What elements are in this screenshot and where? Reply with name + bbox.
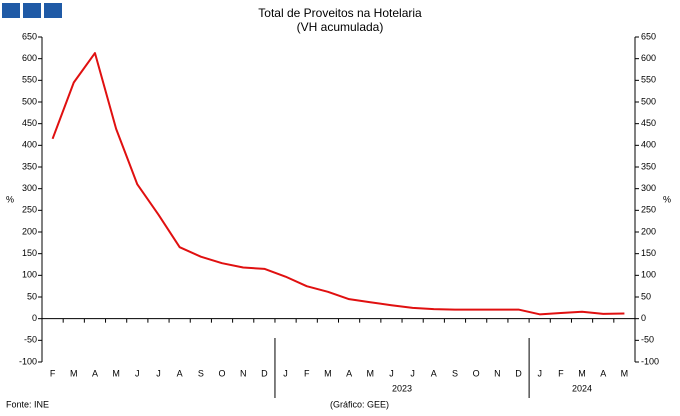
y2-tick-label: 650 xyxy=(641,31,656,41)
series-line xyxy=(51,52,625,316)
x-tick-label: M xyxy=(578,368,586,378)
y-tick-label: 100 xyxy=(22,270,37,280)
logo-block xyxy=(23,3,41,18)
y-tick-label: -50 xyxy=(24,335,37,345)
y-axis-label: % xyxy=(6,194,14,204)
x-tick-label: N xyxy=(494,368,501,378)
x-tick-label: A xyxy=(177,368,183,378)
y-tick-label: 150 xyxy=(22,248,37,258)
y2-tick-label: -50 xyxy=(641,335,654,345)
x-tick-label: A xyxy=(431,368,437,378)
x-tick-label: J xyxy=(283,368,288,378)
y2-tick-label: -100 xyxy=(641,356,659,366)
y-tick-label: 200 xyxy=(22,226,37,236)
y2-axis-label: % xyxy=(663,194,671,204)
y-tick-label: 600 xyxy=(22,53,37,63)
y-tick-label: 50 xyxy=(27,291,37,301)
x-tick-label: O xyxy=(473,368,480,378)
y-tick-label: 0 xyxy=(32,313,37,323)
y-tick-label: 550 xyxy=(22,75,37,85)
y-tick-label: -100 xyxy=(19,356,37,366)
x-tick-label: J xyxy=(156,368,161,378)
x-tick-label: A xyxy=(346,368,352,378)
x-tick-label: F xyxy=(50,368,56,378)
y-tick-label: 650 xyxy=(22,31,37,41)
group-label: 2023 xyxy=(392,383,412,393)
y-tick-label: 450 xyxy=(22,118,37,128)
y2-tick-label: 200 xyxy=(641,226,656,236)
chart-title: Total de Proveitos na Hotelaria xyxy=(258,6,422,20)
x-tick-label: O xyxy=(219,368,226,378)
x-tick-label: N xyxy=(240,368,247,378)
y-tick-label: 500 xyxy=(22,96,37,106)
y-tick-label: 300 xyxy=(22,183,37,193)
y2-tick-label: 150 xyxy=(641,248,656,258)
x-tick-label: J xyxy=(389,368,394,378)
y-tick-label: 400 xyxy=(22,140,37,150)
x-tick-label: M xyxy=(367,368,375,378)
y2-tick-label: 50 xyxy=(641,291,651,301)
logo-block xyxy=(44,3,62,18)
x-tick-label: F xyxy=(304,368,310,378)
y-tick-label: 350 xyxy=(22,161,37,171)
source: Fonte: INE xyxy=(6,399,49,409)
y2-tick-label: 400 xyxy=(641,140,656,150)
x-tick-label: D xyxy=(261,368,268,378)
x-tick-label: M xyxy=(621,368,629,378)
x-tick-label: M xyxy=(70,368,78,378)
group-label: 2024 xyxy=(572,383,592,393)
y2-tick-label: 500 xyxy=(641,96,656,106)
chart-subtitle: (VH acumulada) xyxy=(297,20,384,34)
x-tick-label: J xyxy=(537,368,542,378)
x-tick-label: J xyxy=(410,368,415,378)
y2-tick-label: 250 xyxy=(641,205,656,215)
x-tick-label: M xyxy=(324,368,332,378)
x-tick-label: J xyxy=(135,368,140,378)
logo-block xyxy=(2,3,20,18)
x-tick-label: S xyxy=(452,368,458,378)
x-tick-label: S xyxy=(198,368,204,378)
y-tick-label: 250 xyxy=(22,205,37,215)
y2-tick-label: 350 xyxy=(641,161,656,171)
x-tick-label: A xyxy=(92,368,98,378)
x-tick-label: D xyxy=(515,368,522,378)
y2-tick-label: 100 xyxy=(641,270,656,280)
x-tick-label: A xyxy=(600,368,606,378)
y2-tick-label: 300 xyxy=(641,183,656,193)
credit: (Gráfico: GEE) xyxy=(330,399,389,409)
x-tick-label: M xyxy=(112,368,120,378)
y2-tick-label: 550 xyxy=(641,75,656,85)
x-tick-label: F xyxy=(558,368,564,378)
y2-tick-label: 600 xyxy=(641,53,656,63)
y2-tick-label: 450 xyxy=(641,118,656,128)
y2-tick-label: 0 xyxy=(641,313,646,323)
